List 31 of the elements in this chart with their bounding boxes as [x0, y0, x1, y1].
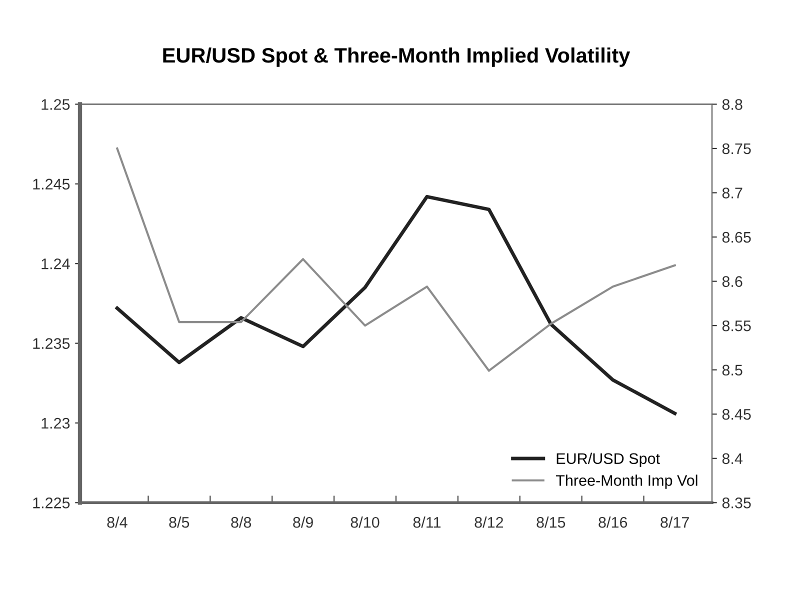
y-tick-label: 1.245: [33, 178, 70, 190]
y2-tick-label: 8.45: [722, 408, 751, 420]
x-tick-label: 8/4: [107, 516, 128, 528]
x-tick-label: 8/5: [169, 516, 190, 528]
x-tick-label: 8/17: [660, 516, 689, 528]
line-series: [116, 147, 676, 372]
y-tick-label: 1.235: [33, 338, 70, 349]
x-tick-label: 8/10: [350, 516, 380, 528]
y-tick-label: 1.225: [33, 498, 70, 508]
chart-title: EUR/USD Spot & Three-Month Implied Volatility: [163, 47, 630, 67]
x-tick-label: 8/16: [598, 516, 628, 528]
x-tick-label: 8/9: [293, 516, 313, 528]
x-tick-label: 8/15: [536, 516, 566, 528]
y-tick-label: 1.23: [42, 418, 70, 429]
x-tick-label: 8/12: [474, 516, 504, 528]
y2-tick-label: 8.7: [722, 188, 742, 198]
line-series: [115, 194, 677, 416]
y2-tick-label: 8.75: [722, 143, 751, 154]
legend-label: EUR/USD Spot: [556, 452, 660, 468]
y2-tick-label: 8.65: [722, 232, 751, 243]
y-tick-label: 1.24: [42, 258, 70, 270]
y2-tick-label: 8.8: [722, 99, 742, 110]
x-tick-label: 8/11: [413, 516, 441, 528]
legend-label: Three-Month Imp Vol: [556, 474, 698, 489]
x-tick-label: 8/8: [231, 516, 252, 528]
y2-tick-label: 8.35: [722, 498, 751, 508]
y2-tick-label: 8.5: [722, 364, 742, 376]
y2-tick-label: 8.6: [722, 276, 742, 287]
y2-tick-label: 8.4: [722, 453, 743, 464]
y-tick-label: 1.25: [42, 99, 70, 110]
y2-tick-label: 8.55: [722, 320, 751, 332]
